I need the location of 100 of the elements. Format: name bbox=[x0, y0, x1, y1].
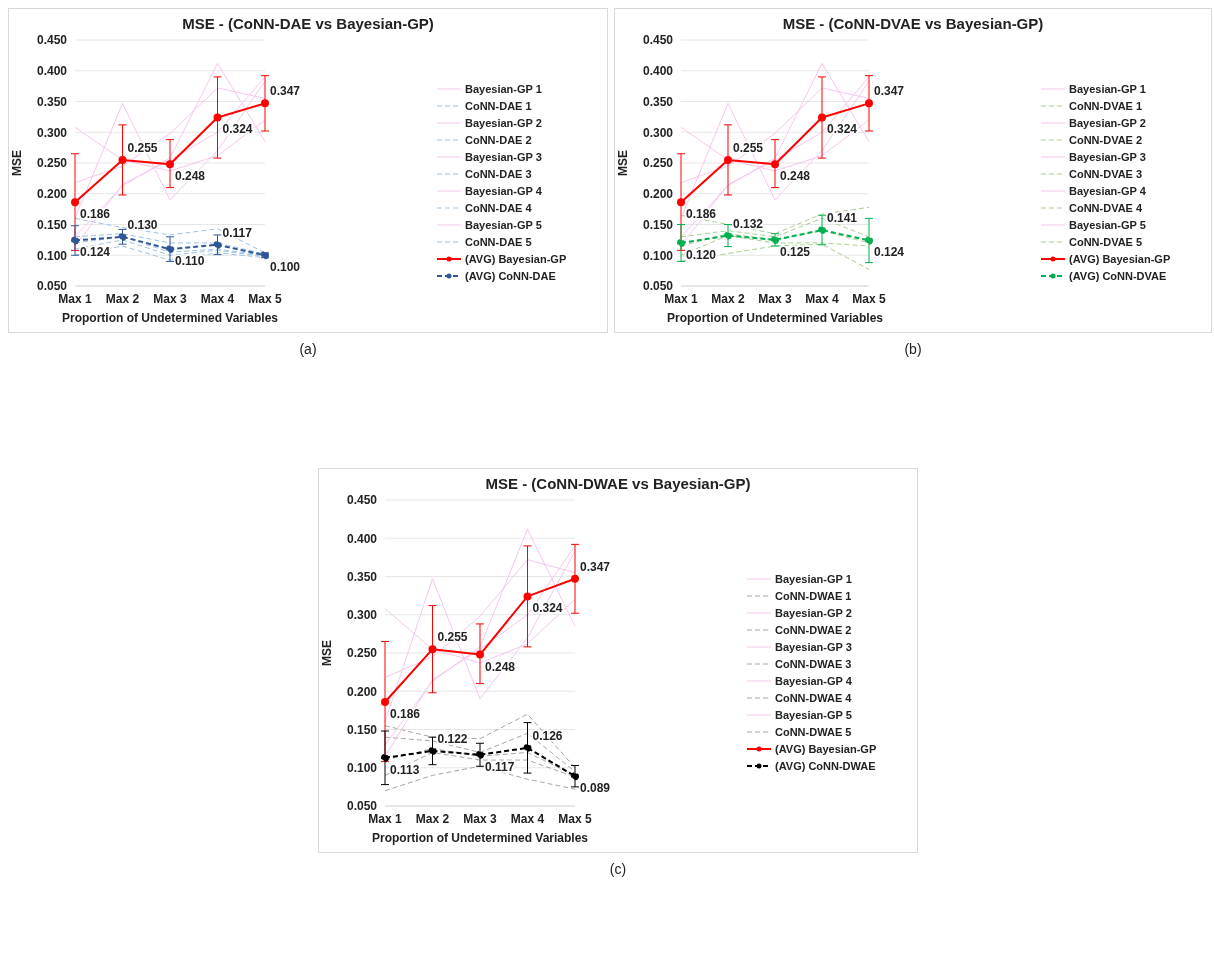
data-label: 0.110 bbox=[175, 254, 205, 269]
data-label: 0.255 bbox=[733, 140, 764, 155]
data-label: 0.089 bbox=[580, 781, 611, 796]
x-tick-label: Max 2 bbox=[415, 811, 450, 826]
legend-label: Bayesian-GP 1 bbox=[465, 82, 542, 95]
y-tick-label: 0.400 bbox=[36, 64, 68, 79]
y-tick-label: 0.050 bbox=[346, 799, 378, 814]
data-label: 0.186 bbox=[390, 706, 421, 721]
legend-label: Bayesian-GP 3 bbox=[465, 150, 542, 163]
x-axis-title: Proportion of Undetermined Variables bbox=[61, 311, 279, 325]
data-label: 0.113 bbox=[390, 762, 420, 777]
y-tick-label: 0.100 bbox=[346, 761, 378, 776]
data-label: 0.124 bbox=[80, 245, 111, 260]
legend-label: (AVG) CoNN-DWAE bbox=[775, 759, 876, 772]
data-label: 0.132 bbox=[733, 216, 764, 231]
legend-label: Bayesian-GP 1 bbox=[1069, 82, 1146, 95]
legend-label: Bayesian-GP 5 bbox=[775, 708, 852, 721]
y-tick-label: 0.250 bbox=[642, 156, 674, 171]
data-label: 0.117 bbox=[485, 759, 515, 774]
y-tick-label: 0.300 bbox=[346, 608, 378, 623]
x-tick-label: Max 4 bbox=[200, 291, 235, 306]
text: MSE - (CoNN-DWAE vs Bayesian-GP) bbox=[484, 475, 752, 492]
y-axis-title: MSE bbox=[320, 639, 335, 667]
legend-label: Bayesian-GP 5 bbox=[465, 218, 542, 231]
y-tick-label: 0.250 bbox=[346, 646, 378, 661]
legend-label: CoNN-DAE 2 bbox=[465, 133, 532, 146]
legend-label: CoNN-DWAE 4 bbox=[775, 691, 852, 704]
legend-label: CoNN-DWAE 2 bbox=[775, 623, 852, 636]
x-tick-label: Max 4 bbox=[805, 291, 839, 306]
y-tick-label: 0.350 bbox=[36, 94, 68, 109]
y-tick-label: 0.400 bbox=[346, 531, 378, 546]
data-label: 0.255 bbox=[437, 630, 468, 645]
y-tick-label: 0.150 bbox=[642, 217, 674, 232]
legend-label: CoNN-DWAE 5 bbox=[775, 725, 852, 738]
y-tick-label: 0.100 bbox=[36, 248, 68, 263]
x-tick-label: Max 5 bbox=[248, 291, 282, 306]
y-axis-title: MSE bbox=[616, 149, 631, 177]
y-tick-label: 0.150 bbox=[346, 722, 378, 737]
x-axis-title: Proportion of Undetermined Variables bbox=[371, 831, 589, 845]
x-tick-label: Max 3 bbox=[758, 291, 792, 306]
x-tick-label: Max 2 bbox=[711, 291, 745, 306]
legend-label: Bayesian-GP 4 bbox=[465, 184, 542, 197]
y-tick-label: 0.300 bbox=[642, 125, 674, 140]
data-label: 0.248 bbox=[780, 169, 811, 184]
data-label: 0.130 bbox=[127, 217, 158, 232]
legend-label: Bayesian-GP 2 bbox=[1069, 116, 1146, 129]
x-tick-label: Max 2 bbox=[105, 291, 140, 306]
legend-label: CoNN-DWAE 1 bbox=[775, 589, 852, 602]
data-label: 0.347 bbox=[874, 84, 905, 99]
legend-label: CoNN-DAE 1 bbox=[465, 99, 532, 112]
y-tick-label: 0.050 bbox=[36, 279, 68, 294]
x-tick-label: Max 3 bbox=[463, 811, 497, 826]
data-label: 0.124 bbox=[874, 245, 905, 260]
y-tick-label: 0.400 bbox=[642, 64, 674, 79]
y-axis-title: MSE bbox=[10, 149, 25, 177]
data-label: 0.120 bbox=[686, 247, 717, 262]
data-label: 0.324 bbox=[222, 122, 253, 137]
x-tick-label: Max 3 bbox=[153, 291, 187, 306]
text: MSE - (CoNN-DVAE vs Bayesian-GP) bbox=[781, 15, 1045, 32]
x-tick-label: Max 1 bbox=[58, 291, 92, 306]
y-tick-label: 0.100 bbox=[642, 248, 674, 263]
legend-label: (AVG) CoNN-DAE bbox=[465, 269, 556, 282]
data-label: 0.126 bbox=[532, 728, 563, 743]
legend-label: Bayesian-GP 2 bbox=[465, 116, 542, 129]
x-tick-label: Max 1 bbox=[664, 291, 698, 306]
data-label: 0.100 bbox=[270, 260, 301, 275]
data-label: 0.324 bbox=[532, 601, 563, 616]
y-tick-label: 0.200 bbox=[642, 187, 674, 202]
data-label: 0.186 bbox=[80, 207, 111, 222]
data-label: 0.324 bbox=[827, 122, 858, 137]
legend-label: CoNN-DAE 3 bbox=[465, 167, 532, 180]
legend-label: CoNN-DAE 5 bbox=[465, 235, 532, 248]
y-tick-label: 0.250 bbox=[36, 156, 68, 171]
legend-label: (AVG) Bayesian-GP bbox=[775, 742, 877, 755]
data-label: 0.248 bbox=[175, 169, 206, 184]
y-tick-label: 0.150 bbox=[36, 217, 68, 232]
legend-label: Bayesian-GP 1 bbox=[775, 572, 852, 585]
data-label: 0.347 bbox=[270, 84, 301, 99]
legend-label: CoNN-DVAE 4 bbox=[1069, 201, 1143, 214]
legend-label: CoNN-DVAE 1 bbox=[1069, 99, 1143, 112]
legend-label: CoNN-DVAE 2 bbox=[1069, 133, 1143, 146]
y-tick-label: 0.050 bbox=[642, 279, 674, 294]
legend-label: Bayesian-GP 4 bbox=[1069, 184, 1146, 197]
y-tick-label: 0.450 bbox=[346, 493, 378, 508]
x-tick-label: Max 4 bbox=[510, 811, 545, 826]
y-tick-label: 0.300 bbox=[36, 125, 68, 140]
legend-label: Bayesian-GP 3 bbox=[775, 640, 852, 653]
data-label: 0.122 bbox=[437, 731, 468, 746]
legend-label: (AVG) CoNN-DVAE bbox=[1069, 269, 1167, 282]
legend-label: CoNN-DWAE 3 bbox=[775, 657, 852, 670]
legend-label: CoNN-DVAE 5 bbox=[1069, 235, 1143, 248]
legend-label: Bayesian-GP 3 bbox=[1069, 150, 1146, 163]
y-tick-label: 0.350 bbox=[346, 569, 378, 584]
text: MSE - (CoNN-DAE vs Bayesian-GP) bbox=[181, 15, 435, 32]
x-tick-label: Max 5 bbox=[558, 811, 592, 826]
y-tick-label: 0.450 bbox=[36, 33, 68, 48]
data-label: 0.125 bbox=[780, 244, 811, 259]
legend-label: CoNN-DAE 4 bbox=[465, 201, 532, 214]
data-label: 0.117 bbox=[222, 225, 253, 240]
legend-label: Bayesian-GP 2 bbox=[775, 606, 852, 619]
